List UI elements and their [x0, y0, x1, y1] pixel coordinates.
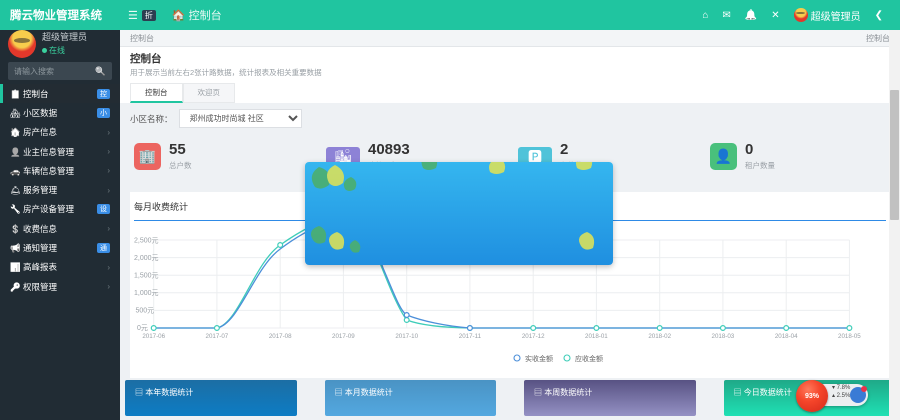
svg-text:2017-06: 2017-06	[142, 333, 165, 340]
svg-text:2017-10: 2017-10	[395, 333, 418, 340]
svg-text:2017-08: 2017-08	[269, 333, 292, 340]
svg-text:2018-03: 2018-03	[712, 333, 735, 340]
svg-text:2,500元: 2,500元	[134, 237, 159, 245]
svg-text:2017-07: 2017-07	[206, 333, 229, 340]
svg-text:500元: 500元	[136, 307, 155, 315]
svg-text:2018-01: 2018-01	[585, 333, 608, 340]
svg-text:2018-04: 2018-04	[775, 333, 798, 340]
svg-text:应收金额: 应收金额	[575, 354, 603, 363]
svg-text:2017-09: 2017-09	[332, 333, 355, 340]
svg-text:2018-05: 2018-05	[838, 333, 861, 340]
svg-text:1,500元: 1,500元	[134, 272, 159, 280]
svg-text:2017-11: 2017-11	[459, 333, 482, 340]
svg-text:2018-02: 2018-02	[648, 333, 671, 340]
svg-text:实收金额: 实收金额	[525, 354, 553, 363]
svg-text:2,000元: 2,000元	[134, 254, 159, 262]
svg-text:2017-12: 2017-12	[522, 333, 545, 340]
svg-text:0元: 0元	[137, 324, 148, 332]
svg-text:1,000元: 1,000元	[134, 289, 159, 297]
